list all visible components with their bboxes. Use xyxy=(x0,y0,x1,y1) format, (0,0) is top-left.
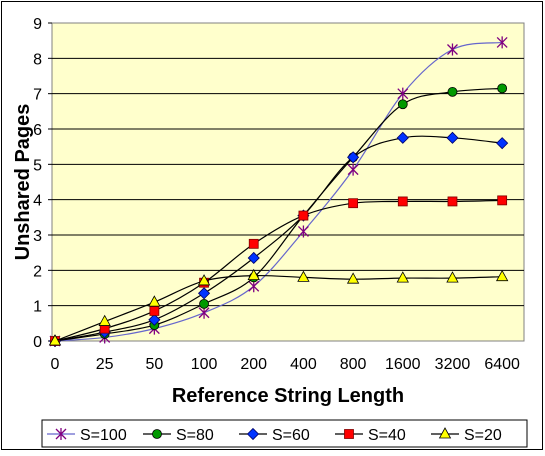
data-point-s40 xyxy=(248,238,259,249)
series-s20 xyxy=(48,268,509,346)
data-point-s20 xyxy=(297,270,310,282)
series-line-s40 xyxy=(54,199,503,342)
data-point-s100 xyxy=(496,36,508,49)
data-point-s80 xyxy=(397,99,408,110)
x-axis-label: Reference String Length xyxy=(172,385,404,407)
y-axis: 0 1 2 3 4 5 6 7 8 9 xyxy=(33,16,52,351)
data-point-s60 xyxy=(446,131,459,144)
legend: S=100 S=80 S=60 S=40 S=20 xyxy=(41,419,528,448)
legend-box xyxy=(41,419,528,448)
x-tick-label: 800 xyxy=(340,356,367,373)
data-point-s60 xyxy=(347,151,360,164)
x-tick-label: 25 xyxy=(96,356,114,373)
line-chart: 0 1 2 3 4 5 6 7 8 9 0 25 50 100 200 400 800 1600 3200 6400… xyxy=(12,16,528,448)
data-point-s20 xyxy=(48,334,62,346)
legend-marker-s80 xyxy=(152,429,162,439)
x-tick-label: 400 xyxy=(290,356,317,373)
data-point-s60 xyxy=(197,287,211,300)
data-point-s80 xyxy=(199,298,209,309)
data-point-s20 xyxy=(396,271,409,283)
data-point-s20 xyxy=(346,272,360,284)
data-point-s60 xyxy=(148,313,161,326)
x-tick-label: 6400 xyxy=(484,356,520,373)
x-tick-label: 1600 xyxy=(385,356,421,373)
y-axis-label: Unshared Pages xyxy=(12,104,34,261)
y-tick-label: 1 xyxy=(33,299,42,316)
plot-area xyxy=(51,22,525,342)
data-point-s40 xyxy=(397,196,408,207)
legend-label-s100: S=100 xyxy=(80,427,127,444)
data-point-s40 xyxy=(298,210,309,221)
data-point-s20 xyxy=(148,295,161,307)
chart-container: 0 1 2 3 4 5 6 7 8 9 0 25 50 100 200 400 800 1600 3200 6400… xyxy=(1,1,543,450)
legend-marker-s100 xyxy=(55,428,67,440)
x-tick-label: 100 xyxy=(191,356,218,373)
data-point-s100 xyxy=(397,87,409,100)
y-tick-label: 3 xyxy=(33,228,42,245)
data-point-s20 xyxy=(98,314,111,326)
x-tick-label: 50 xyxy=(145,356,163,373)
y-tick-label: 2 xyxy=(33,263,42,280)
data-point-s20 xyxy=(247,268,260,281)
y-tick-label: 4 xyxy=(33,193,42,210)
data-point-s40 xyxy=(447,196,458,207)
data-point-s100 xyxy=(297,225,309,238)
data-point-s20 xyxy=(495,269,509,282)
legend-marker-s20 xyxy=(438,427,452,439)
y-tick-label: 7 xyxy=(33,87,42,104)
x-tick-label: 200 xyxy=(240,356,267,373)
data-point-s60 xyxy=(396,131,409,144)
legend-marker-s40 xyxy=(344,429,354,439)
legend-label-s60: S=60 xyxy=(272,427,310,444)
x-axis: 0 25 50 100 200 400 800 1600 3200 6400 xyxy=(51,356,521,373)
series-line-s20 xyxy=(54,274,503,342)
data-point-s100 xyxy=(447,43,458,56)
y-tick-label: 8 xyxy=(33,51,42,68)
data-point-s40 xyxy=(497,195,508,206)
data-point-s40 xyxy=(348,198,359,209)
data-point-s80 xyxy=(497,83,508,94)
legend-label-s20: S=20 xyxy=(464,427,502,444)
series-line-s60 xyxy=(54,135,503,342)
y-tick-label: 9 xyxy=(33,16,42,33)
series-line-s80 xyxy=(54,87,503,342)
data-point-s80 xyxy=(447,87,458,97)
x-tick-label: 0 xyxy=(51,356,60,373)
y-tick-label: 5 xyxy=(33,157,42,174)
data-point-s100 xyxy=(347,163,359,176)
legend-label-s40: S=40 xyxy=(368,427,406,444)
legend-label-s80: S=80 xyxy=(176,427,214,444)
y-tick-label: 6 xyxy=(33,122,42,139)
data-point-s20 xyxy=(446,271,459,283)
series-line-s100 xyxy=(54,41,503,342)
series-group xyxy=(48,36,509,348)
data-point-s20 xyxy=(197,274,211,286)
legend-items: S=100 S=80 S=60 S=40 S=20 xyxy=(47,427,502,444)
data-point-s60 xyxy=(496,137,509,150)
y-tick-label: 0 xyxy=(33,334,42,351)
data-point-s60 xyxy=(247,251,260,265)
data-point-s40 xyxy=(149,306,160,316)
legend-marker-s60 xyxy=(246,427,260,441)
x-tick-label: 3200 xyxy=(435,356,471,373)
